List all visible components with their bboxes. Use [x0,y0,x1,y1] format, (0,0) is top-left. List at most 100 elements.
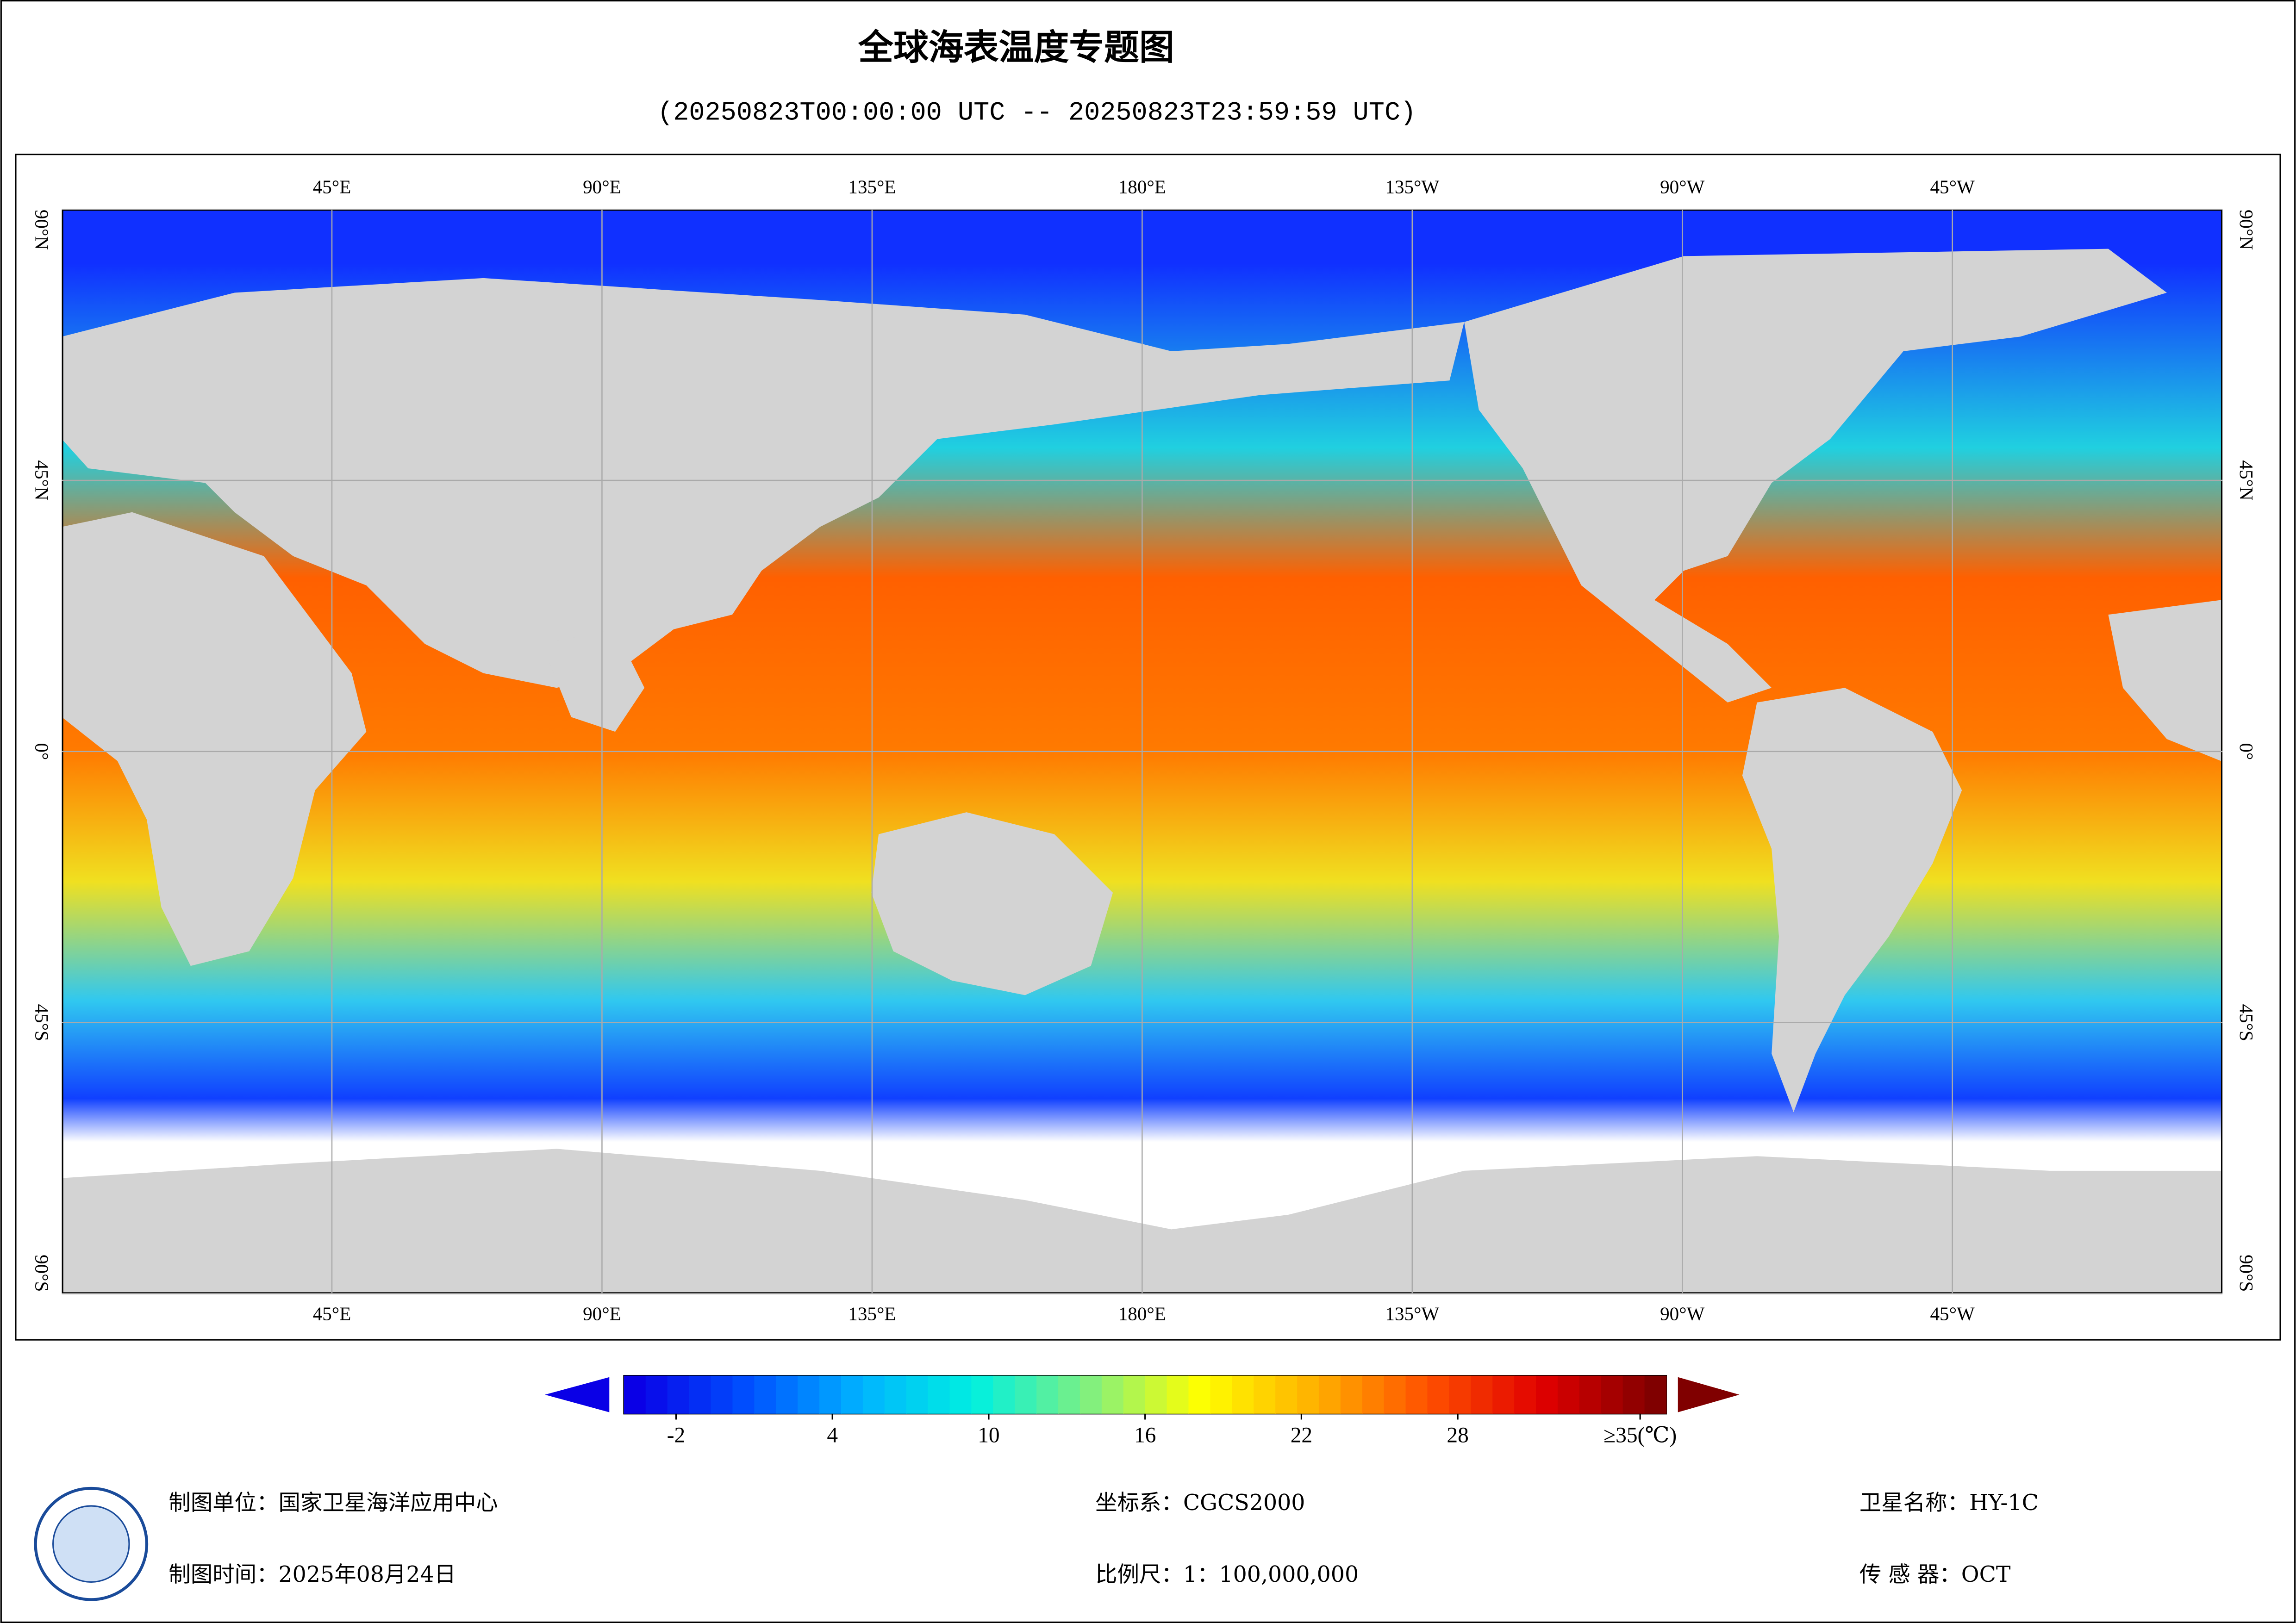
x-tick-label: 90°E [583,176,621,197]
colorbar-step [1514,1375,1536,1414]
colorbar-step [732,1375,755,1414]
colorbar-step [1318,1375,1341,1414]
colorbar-step [1427,1375,1450,1414]
x-tick-label: 135°E [848,176,896,197]
colorbar-step [1232,1375,1254,1414]
colorbar-step [819,1375,842,1414]
landmass [62,278,1465,688]
colorbar-step [1340,1375,1363,1414]
land [62,249,2221,1294]
y-tick-label: 90°N [2236,210,2257,250]
x-tick-label: 135°W [1385,1303,1439,1324]
y-tick-label: 45°N [31,460,53,500]
colorbar-step [906,1375,929,1414]
colorbar-step [1622,1375,1645,1414]
colorbar-step [1079,1375,1102,1414]
colorbar-step [624,1375,646,1414]
colorbar-step [862,1375,885,1414]
x-tick-label: 45°W [1930,1303,1975,1324]
y-tick-label: 0° [31,743,53,760]
colorbar-step [798,1375,820,1414]
landmass [2108,600,2221,761]
footer-coord: 坐标系：CGCS2000 [1095,1490,1305,1516]
colorbar-over [1678,1377,1740,1412]
y-tick-label: 90°S [2236,1255,2257,1292]
colorbar-step [1579,1375,1602,1414]
colorbar-step [1644,1375,1667,1414]
y-tick-label: 90°S [31,1255,53,1292]
map-frame [15,154,2281,1341]
x-tick-label: 90°W [1660,176,1705,197]
colorbar-step [1167,1375,1189,1414]
colorbar-step [667,1375,690,1414]
colorbar-step [711,1375,733,1414]
x-tick-label: 45°E [313,1303,351,1324]
colorbar-step [1123,1375,1146,1414]
colorbar-label: -2 [667,1423,686,1447]
colorbar-step [1536,1375,1558,1414]
colorbar-step [1254,1375,1276,1414]
colorbar-label: 4 [827,1423,838,1447]
landmass [1464,249,2167,703]
colorbar-label: 28 [1447,1423,1468,1447]
y-tick-label: 0° [2236,743,2257,760]
footer-scale: 比例尺：1：100,000,000 [1095,1562,1359,1587]
colorbar-step [1405,1375,1428,1414]
landmass [62,512,367,966]
colorbar-step [949,1375,972,1414]
y-tick-label: 45°N [2236,460,2257,500]
title: 全球海表温度专题图 [858,27,1174,68]
footer-satellite: 卫星名称：HY-1C [1859,1490,2039,1516]
colorbar-step [1557,1375,1580,1414]
logo-inner [52,1505,130,1583]
colorbar-step [1015,1375,1037,1414]
footer-time: 制图时间：2025年08月24日 [168,1562,456,1587]
y-tick-label: 45°S [2236,1004,2257,1041]
footer-sensor: 传 感 器：OCT [1859,1562,2011,1587]
colorbar-step [1275,1375,1298,1414]
colorbar-step [645,1375,668,1414]
x-tick-label: 135°E [848,1303,896,1324]
colorbar-step [1601,1375,1623,1414]
colorbar-label: ≥35(℃) [1603,1423,1677,1447]
landmass [1742,688,1962,1113]
colorbar-step [1210,1375,1233,1414]
colorbar-label: 22 [1291,1423,1312,1447]
colorbar-step [1145,1375,1167,1414]
footer-unit: 制图单位：国家卫星海洋应用中心 [168,1490,498,1516]
colorbar-label: 16 [1134,1423,1156,1447]
colorbar-step [993,1375,1016,1414]
x-tick-label: 90°E [583,1303,621,1324]
x-tick-label: 45°E [313,176,351,197]
colorbar-step [1036,1375,1059,1414]
colorbar-label: 10 [978,1423,999,1447]
subtitle: (20250823T00:00:00 UTC -- 20250823T23:59… [657,99,1416,128]
colorbar-step [1492,1375,1515,1414]
colorbar-step [1471,1375,1493,1414]
landmass [871,812,1113,995]
colorbar-step [841,1375,863,1414]
colorbar-step [1362,1375,1385,1414]
colorbar-step [884,1375,907,1414]
landmass [542,629,645,732]
colorbar-step [1058,1375,1080,1414]
y-tick-label: 45°S [31,1004,53,1041]
colorbar-step [689,1375,711,1414]
colorbar-step [1384,1375,1406,1414]
colorbar-step [754,1375,777,1414]
colorbar-step [1101,1375,1124,1414]
colorbar-under [545,1377,610,1412]
colorbar-step [1449,1375,1472,1414]
colorbar-step [776,1375,799,1414]
colorbar-step [971,1375,994,1414]
x-tick-label: 180°E [1118,176,1166,197]
colorbar-step [1297,1375,1319,1414]
x-tick-label: 180°E [1118,1303,1166,1324]
colorbar-step [1188,1375,1211,1414]
colorbar-step [928,1375,950,1414]
x-tick-label: 135°W [1385,176,1439,197]
x-tick-label: 45°W [1930,176,1975,197]
y-tick-label: 90°N [31,210,53,250]
